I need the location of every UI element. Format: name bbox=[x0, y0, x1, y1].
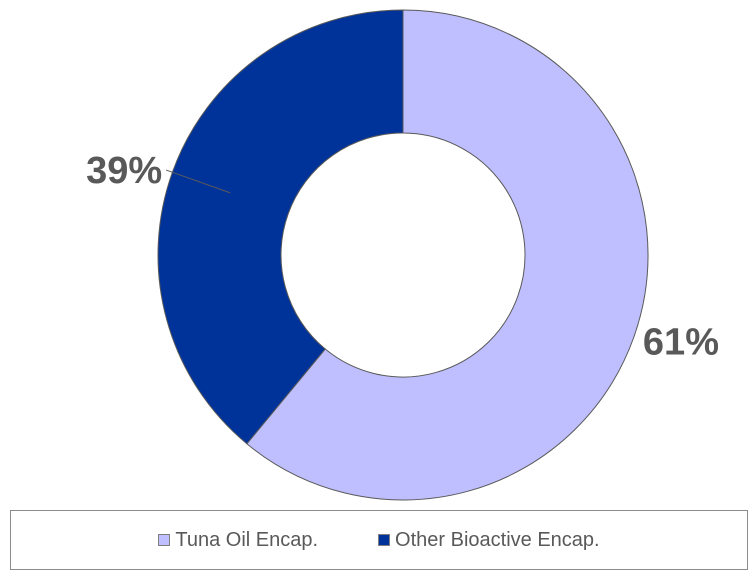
data-labels: 61% 39% bbox=[86, 150, 719, 363]
legend-item-tuna-oil: Tuna Oil Encap. bbox=[158, 529, 318, 552]
legend-label: Other Bioactive Encap. bbox=[395, 528, 600, 551]
leader-line bbox=[165, 169, 231, 194]
legend-label: Tuna Oil Encap. bbox=[175, 528, 319, 551]
legend-item-other-bioactive: Other Bioactive Encap. bbox=[378, 529, 600, 552]
chart-legend: Tuna Oil Encap. Other Bioactive Encap. bbox=[10, 510, 748, 570]
donut-chart: 61% 39% bbox=[86, 9, 719, 501]
data-label-other-bioactive: 39% bbox=[86, 150, 162, 192]
slice-other-bioactive bbox=[157, 9, 404, 445]
data-label-tuna-oil: 61% bbox=[643, 321, 719, 363]
donut-slices bbox=[157, 9, 649, 501]
legend-swatch bbox=[158, 534, 171, 546]
slice-tuna-oil bbox=[246, 9, 649, 501]
legend-swatch bbox=[378, 534, 391, 546]
